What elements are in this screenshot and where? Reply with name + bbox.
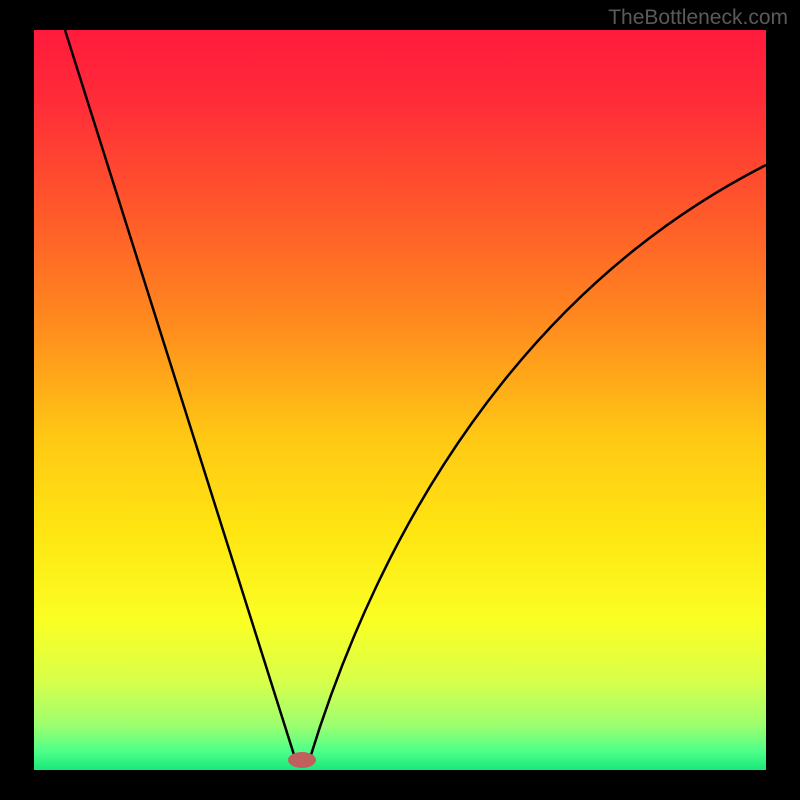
chart-container: TheBottleneck.com xyxy=(0,0,800,800)
minimum-marker xyxy=(288,752,316,768)
watermark-text: TheBottleneck.com xyxy=(608,6,788,30)
plot-gradient-background xyxy=(34,30,766,770)
bottleneck-chart xyxy=(0,0,800,800)
